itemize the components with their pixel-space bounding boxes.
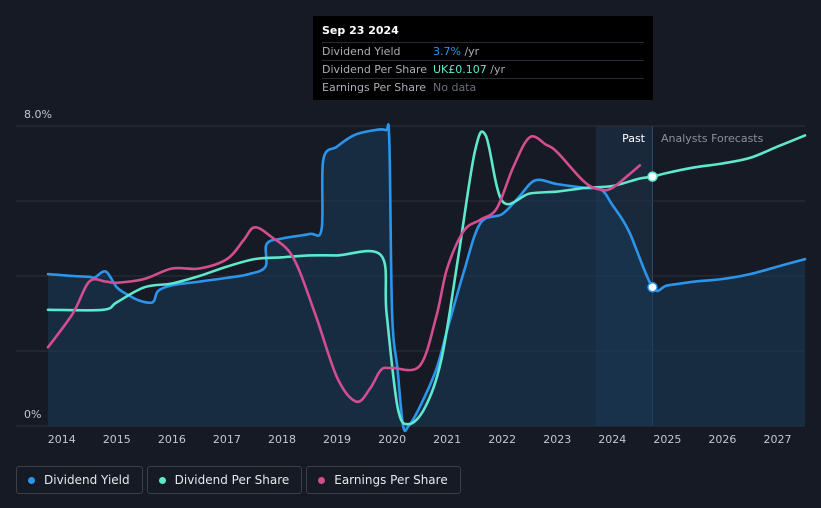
dividend-yield-now-marker[interactable] bbox=[647, 282, 658, 293]
legend-dot-icon bbox=[318, 476, 326, 484]
tooltip-row-dps: Dividend Per Share UK£0.107 /yr bbox=[322, 60, 644, 78]
x-tick-label: 2023 bbox=[543, 433, 571, 446]
tooltip-value: 3.7% bbox=[433, 45, 461, 58]
x-tick-label: 2027 bbox=[763, 433, 791, 446]
tooltip-row-eps: Earnings Per Share No data bbox=[322, 78, 644, 96]
x-tick-label: 2017 bbox=[213, 433, 241, 446]
legend-label: Dividend Per Share bbox=[174, 473, 290, 487]
tooltip-label: Earnings Per Share bbox=[322, 81, 427, 94]
y-axis-top-label: 8.0% bbox=[24, 108, 52, 121]
legend-label: Earnings Per Share bbox=[334, 473, 448, 487]
dividend-yield-area bbox=[48, 124, 805, 431]
x-tick-label: 2020 bbox=[378, 433, 406, 446]
forecast-label: Analysts Forecasts bbox=[661, 132, 764, 145]
x-tick-label: 2016 bbox=[158, 433, 186, 446]
x-tick-label: 2025 bbox=[653, 433, 681, 446]
legend-item-earnings-per-share[interactable]: Earnings Per Share bbox=[306, 466, 461, 494]
x-tick-label: 2014 bbox=[48, 433, 76, 446]
legend-item-dividend-per-share[interactable]: Dividend Per Share bbox=[146, 466, 303, 494]
tooltip-value: No data bbox=[433, 81, 477, 94]
x-tick-label: 2026 bbox=[708, 433, 736, 446]
dividend-per-share-line bbox=[46, 130, 807, 426]
axis-layer: 2014 2015 2016 2017 2018 2019 2020 2021 2022 2023… bbox=[48, 433, 792, 446]
past-label: Past bbox=[622, 132, 646, 145]
tooltip-unit: /yr bbox=[460, 45, 480, 58]
x-tick-label: 2018 bbox=[268, 433, 296, 446]
legend-dot-icon bbox=[158, 476, 166, 484]
tooltip-value: UK£0.107 bbox=[433, 63, 487, 76]
area-layer bbox=[48, 124, 805, 431]
marker-layer bbox=[647, 171, 658, 293]
line-layer bbox=[46, 123, 807, 433]
x-tick-label: 2022 bbox=[488, 433, 516, 446]
dividend-per-share-now-marker[interactable] bbox=[647, 171, 658, 182]
legend-item-dividend-yield[interactable]: Dividend Yield bbox=[16, 466, 143, 494]
tooltip-label: Dividend Per Share bbox=[322, 63, 428, 76]
y-axis-bottom-label: 0% bbox=[24, 408, 41, 421]
x-tick-label: 2024 bbox=[598, 433, 626, 446]
dividend-yield-line bbox=[46, 123, 807, 433]
x-tick-label: 2019 bbox=[323, 433, 351, 446]
tooltip-date: Sep 23 2024 bbox=[322, 24, 399, 37]
earnings-per-share-line bbox=[46, 135, 642, 404]
tooltip: Sep 23 2024 Dividend Yield 3.7% /yr Divi… bbox=[313, 16, 653, 100]
legend-label: Dividend Yield bbox=[44, 473, 130, 487]
legend: Dividend Yield Dividend Per Share Earnin… bbox=[16, 466, 461, 494]
tooltip-label: Dividend Yield bbox=[322, 45, 401, 58]
x-tick-label: 2021 bbox=[433, 433, 461, 446]
legend-dot-icon bbox=[28, 476, 35, 484]
tooltip-unit: /yr bbox=[486, 63, 506, 76]
x-tick-label: 2015 bbox=[103, 433, 131, 446]
tooltip-row-yield: Dividend Yield 3.7% /yr bbox=[322, 42, 644, 60]
